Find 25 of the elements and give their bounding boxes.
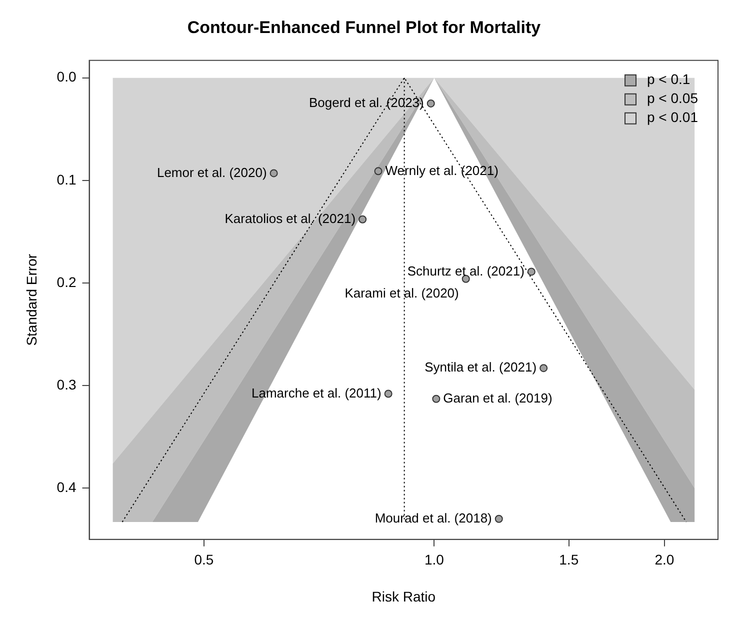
y-tick-label: 0.1 [56,171,76,188]
annotation: Schurtz et al. (2021) [407,263,524,278]
x-tick-label: 1.0 [424,552,444,568]
annotation: Karami et al. (2020) [344,285,459,300]
annotation: Wernly et al. (2021) [385,162,498,178]
legend-label: p < 0.1 [647,70,690,87]
y-tick-label: 0.3 [56,376,76,392]
x-tick-label: 1.5 [559,552,579,568]
y-tick-label: 0.0 [56,68,76,85]
annotation: Bogerd et al. (2023) [308,95,424,110]
chart-title: Contour-Enhanced Funnel Plot for Mortality [187,18,542,37]
annotation: Lamarche et al. (2011) [251,385,382,400]
annotation: Karatolios et al. (2021) [224,210,356,226]
annotation: Lemor et al. (2020) [156,164,267,180]
annotation: Syntila et al. (2021) [424,360,537,375]
series-label: p < 0.01 [647,108,698,125]
y-tick-label: 0.2 [56,274,76,290]
x-tick-label: 0.5 [194,552,214,568]
y-axis-title: Standard Error [23,254,40,346]
annotation: Mourad et al. (2018) [374,510,492,526]
x-axis-title: Risk Ratio [372,588,436,604]
y-tick-label: 0.4 [56,478,76,495]
annotation: Garan et al. (2019) [443,390,552,406]
x-tick-label: 2.0 [654,552,674,568]
legend-label: p < 0.05 [647,90,698,106]
